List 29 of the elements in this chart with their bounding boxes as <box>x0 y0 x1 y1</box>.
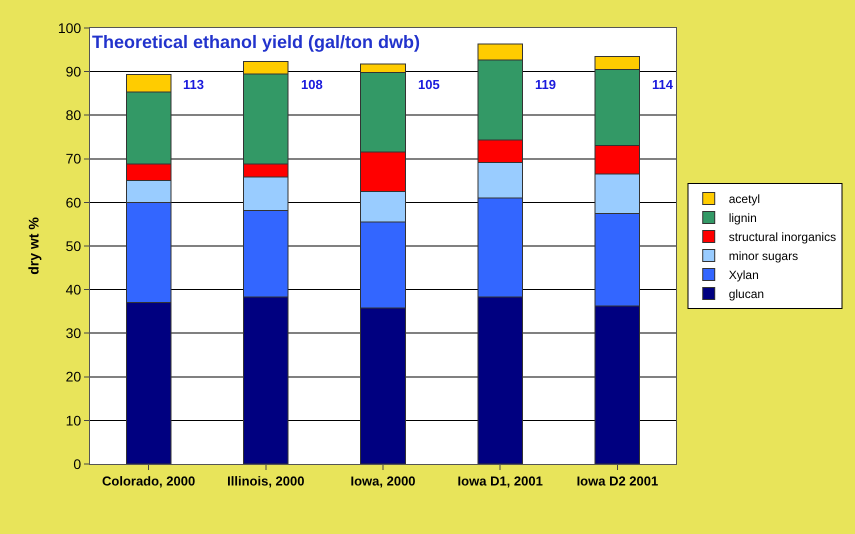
annotation: 108 <box>301 77 323 92</box>
x-tick-label: Colorado, 2000 <box>102 474 196 489</box>
annotation: 105 <box>418 77 440 92</box>
annotation: Theoretical ethanol yield (gal/ton dwb) <box>92 32 420 52</box>
y-tick-label: 90 <box>66 64 82 80</box>
annotation: 114 <box>652 77 674 92</box>
legend-label: lignin <box>728 211 757 226</box>
legend-label: minor sugars <box>728 249 798 264</box>
y-tick-label: 40 <box>66 282 82 298</box>
y-tick-label: 0 <box>73 456 82 472</box>
y-tick-label: 10 <box>66 412 82 428</box>
legend-label: Xylan <box>728 268 759 282</box>
y-tick-label: 80 <box>66 107 82 124</box>
y-axis-title: dry wt % <box>25 216 42 275</box>
legend-label: acetyl <box>728 192 760 206</box>
annotation: 119 <box>535 77 556 92</box>
y-tick-label: 60 <box>66 194 82 210</box>
y-tick-label: 50 <box>66 238 82 254</box>
x-tick-label: Illinois, 2000 <box>227 474 304 489</box>
y-tick-label: 30 <box>66 325 82 342</box>
y-tick-label: 20 <box>66 368 82 385</box>
legend-label: structural inorganics <box>728 230 836 244</box>
legend-label: glucan <box>728 287 764 302</box>
x-tick-label: Iowa, 2000 <box>350 474 416 489</box>
y-tick-label: 70 <box>66 150 82 167</box>
annotation: 113 <box>183 77 204 92</box>
x-tick-label: Iowa D1, 2001 <box>458 474 543 489</box>
x-tick-label: Iowa D2 2001 <box>576 474 658 489</box>
y-tick-label: 100 <box>58 20 82 36</box>
